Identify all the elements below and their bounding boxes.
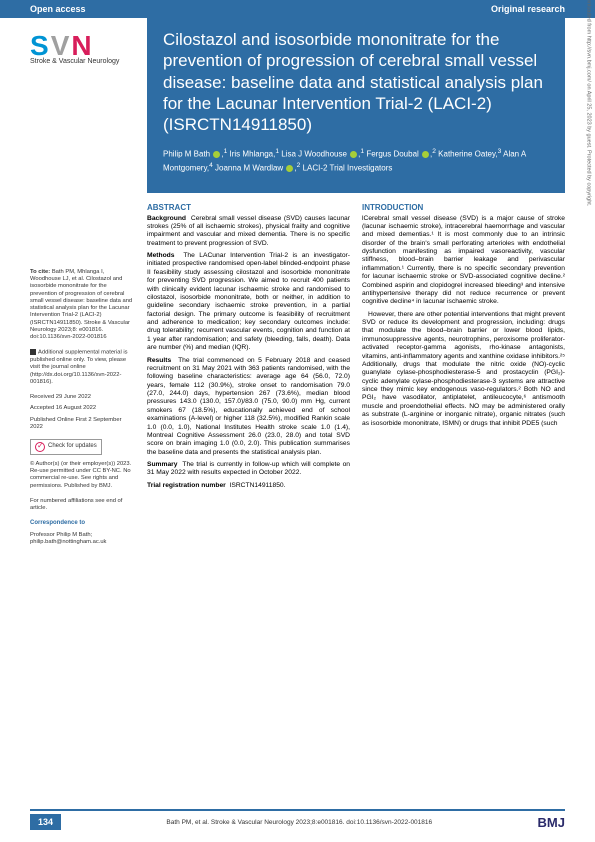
check-icon bbox=[35, 442, 45, 452]
corr-text: Professor Philip M Bath; philip.bath@not… bbox=[30, 532, 135, 546]
trial-reg-num: ISRCTN14911850. bbox=[230, 482, 286, 489]
text-columns: ABSTRACT Background Cerebral small vesse… bbox=[147, 203, 565, 495]
results-text: The trial commenced on 5 February 2018 a… bbox=[147, 357, 350, 456]
summary-text: The trial is currently in follow-up whic… bbox=[147, 461, 350, 476]
supplemental-block: Additional supplemental material is publ… bbox=[30, 349, 135, 386]
page-number: 134 bbox=[30, 814, 61, 830]
trial-reg-label: Trial registration number bbox=[147, 482, 226, 489]
cite-label: To cite: bbox=[30, 269, 50, 275]
supp-text: Additional supplemental material is publ… bbox=[30, 350, 128, 385]
orcid-icon[interactable] bbox=[286, 165, 293, 172]
accepted-date: Accepted 16 August 2022 bbox=[30, 405, 135, 412]
corr-label: Correspondence to bbox=[30, 520, 135, 528]
copyright-text: © Author(s) (or their employer(s)) 2023.… bbox=[30, 461, 135, 490]
copyright-block: © Author(s) (or their employer(s)) 2023.… bbox=[30, 461, 135, 490]
footer-citation: Bath PM, et al. Stroke & Vascular Neurol… bbox=[166, 819, 432, 826]
article-title: Cilostazol and isosorbide mononitrate fo… bbox=[163, 29, 549, 135]
aff-text: For numbered affiliations see end of art… bbox=[30, 498, 135, 512]
published-date: Published Online First 2 September 2022 bbox=[30, 417, 135, 431]
results-label: Results bbox=[147, 357, 171, 364]
dates-block: Received 29 June 2022 Accepted 16 August… bbox=[30, 394, 135, 431]
abstract-heading: ABSTRACT bbox=[147, 203, 350, 213]
article-body: Cilostazol and isosorbide mononitrate fo… bbox=[147, 69, 565, 554]
side-download-note: Stroke Vasc Neurol: first published as 1… bbox=[585, 0, 591, 206]
cite-text: Bath PM, Mhlanga I, Woodhouse LJ, et al.… bbox=[30, 269, 132, 340]
citation-block: To cite: Bath PM, Mhlanga I, Woodhouse L… bbox=[30, 269, 135, 341]
methods-label: Methods bbox=[147, 252, 175, 259]
arrow-icon bbox=[30, 349, 36, 355]
orcid-icon[interactable] bbox=[213, 151, 220, 158]
intro-p1: lCerebral small vessel disease (SVD) is … bbox=[362, 215, 565, 307]
correspondence-block: Correspondence to Professor Philip M Bat… bbox=[30, 520, 135, 546]
affiliations-note: For numbered affiliations see end of art… bbox=[30, 498, 135, 512]
abstract-column: ABSTRACT Background Cerebral small vesse… bbox=[147, 203, 350, 495]
article-type-label: Original research bbox=[491, 4, 565, 14]
bmj-logo: BMJ bbox=[538, 815, 565, 830]
check-updates-label: Check for updates bbox=[48, 443, 97, 451]
intro-p2: However, there are other potential inter… bbox=[362, 311, 565, 428]
orcid-icon[interactable] bbox=[422, 151, 429, 158]
intro-heading: INTRODUCTION bbox=[362, 203, 565, 213]
background-label: Background bbox=[147, 215, 186, 222]
intro-column: INTRODUCTION lCerebral small vessel dise… bbox=[362, 203, 565, 495]
received-date: Received 29 June 2022 bbox=[30, 394, 135, 401]
sidebar: To cite: Bath PM, Mhlanga I, Woodhouse L… bbox=[30, 69, 135, 554]
check-updates-button[interactable]: Check for updates bbox=[30, 439, 102, 455]
footer: 134 Bath PM, et al. Stroke & Vascular Ne… bbox=[30, 809, 565, 830]
orcid-icon[interactable] bbox=[350, 151, 357, 158]
main-content: To cite: Bath PM, Mhlanga I, Woodhouse L… bbox=[0, 69, 595, 554]
summary-label: Summary bbox=[147, 461, 177, 468]
authors-list: Philip M Bath ,1 Iris Mhlanga,1 Lisa J W… bbox=[163, 147, 549, 174]
title-box: Cilostazol and isosorbide mononitrate fo… bbox=[147, 15, 565, 193]
open-access-label: Open access bbox=[30, 4, 86, 14]
methods-text: The LACunar Intervention Trial-2 is an i… bbox=[147, 252, 350, 351]
